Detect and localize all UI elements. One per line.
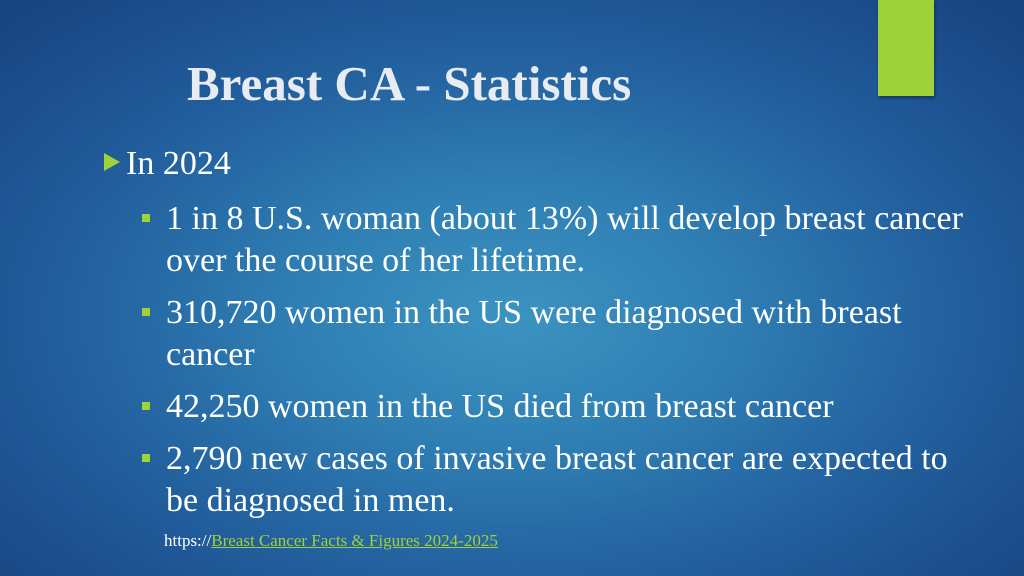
source-citation: https://Breast Cancer Facts & Figures 20… [164, 530, 498, 552]
square-bullet-icon [142, 214, 150, 222]
heading-text: In 2024 [126, 145, 231, 182]
bullet-text: 42,250 women in the US died from breast … [166, 388, 834, 425]
bullet-item: 1 in 8 U.S. woman (about 13%) will devel… [140, 198, 970, 282]
source-prefix: https:// [164, 531, 212, 550]
triangle-arrow-icon [104, 153, 120, 171]
bullet-list: 1 in 8 U.S. woman (about 13%) will devel… [140, 198, 970, 532]
bullet-text: 2,790 new cases of invasive breast cance… [166, 440, 948, 519]
square-bullet-icon [142, 402, 150, 410]
source-link[interactable]: Breast Cancer Facts & Figures 2024-2025 [211, 531, 498, 550]
slide-title: Breast CA - Statistics [187, 56, 632, 111]
bullet-item: 42,250 women in the US died from breast … [140, 386, 970, 428]
square-bullet-icon [142, 308, 150, 316]
bullet-text: 310,720 women in the US were diagnosed w… [166, 294, 902, 373]
bullet-item: 310,720 women in the US were diagnosed w… [140, 292, 970, 376]
heading-item: In 2024 [104, 144, 231, 184]
square-bullet-icon [142, 454, 150, 462]
accent-bar [878, 0, 934, 96]
bullet-text: 1 in 8 U.S. woman (about 13%) will devel… [166, 200, 963, 279]
bullet-item: 2,790 new cases of invasive breast cance… [140, 438, 970, 522]
